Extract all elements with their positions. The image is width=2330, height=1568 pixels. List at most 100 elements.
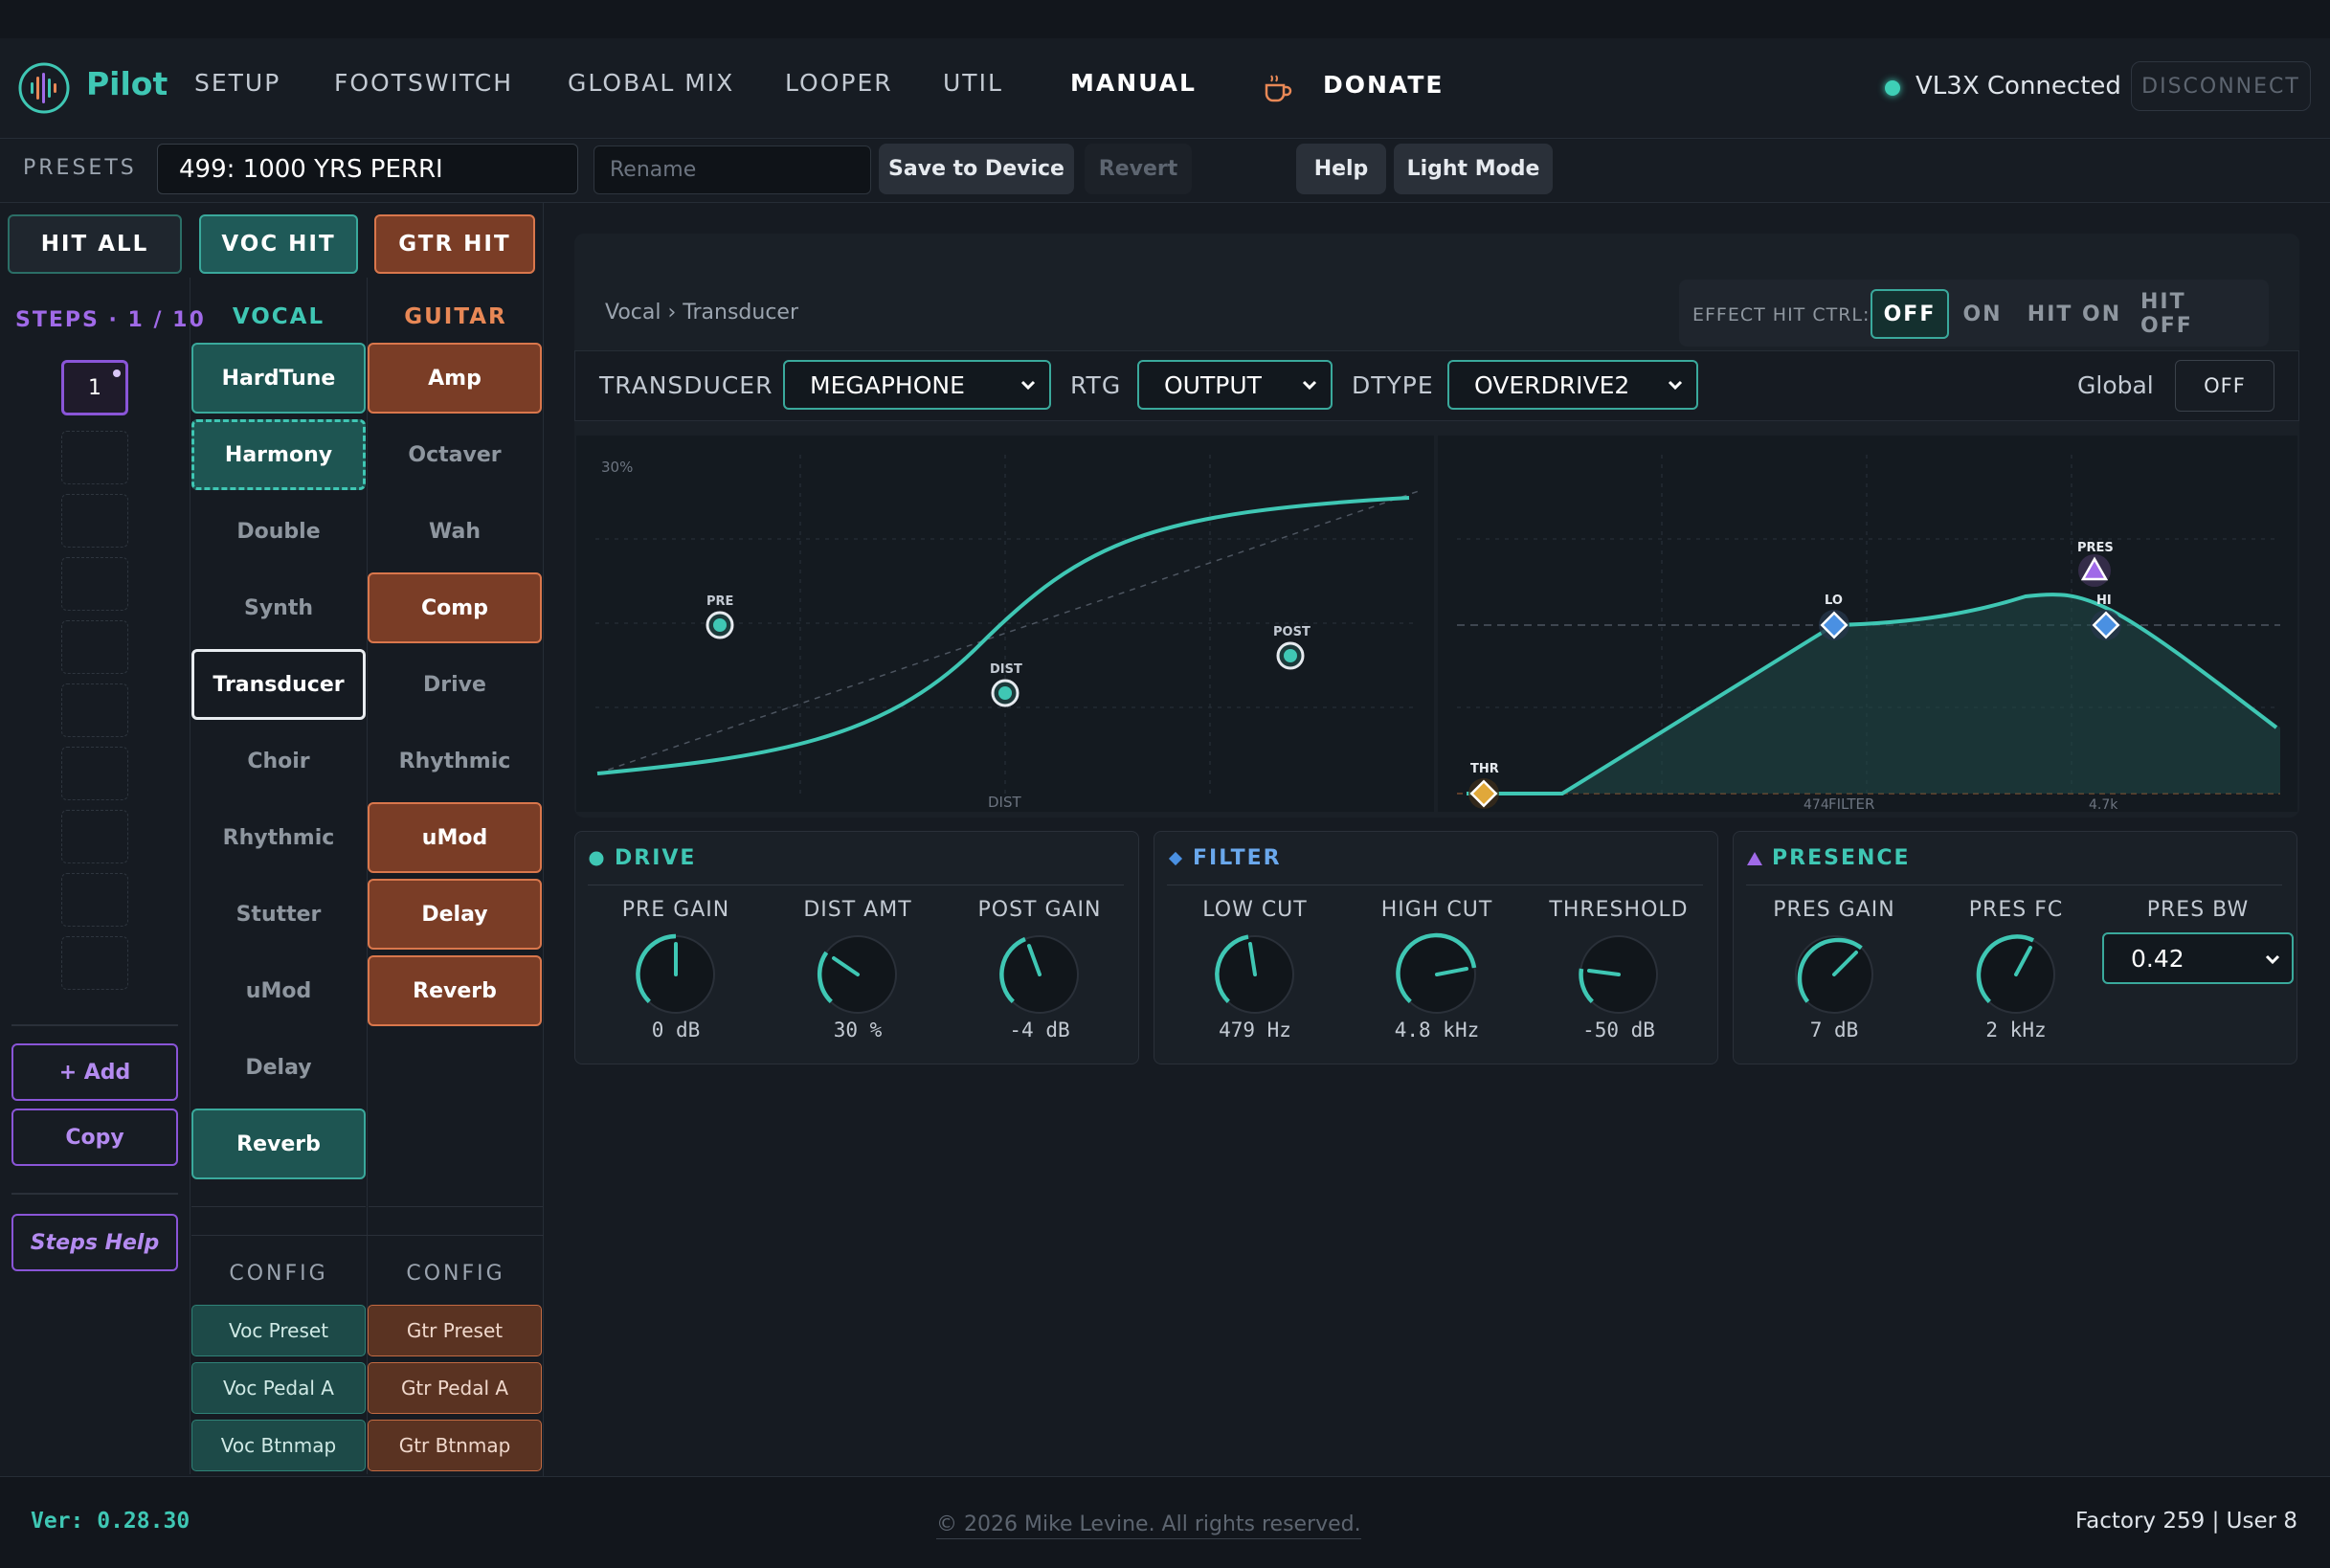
pre-gain-knob[interactable] — [634, 932, 718, 1017]
x-axis-label: FILTER — [1828, 795, 1874, 812]
high-cut-knob[interactable] — [1395, 932, 1479, 1017]
steps-help-button[interactable]: Steps Help — [11, 1214, 178, 1271]
gtr-hit-button[interactable]: GTR HIT — [374, 214, 535, 274]
guitar-fx-reverb[interactable]: Reverb — [368, 955, 542, 1026]
save-to-device-button[interactable]: Save to Device — [879, 144, 1074, 194]
vocal-fx-umod[interactable]: uMod — [245, 978, 312, 1003]
vocal-fx-double[interactable]: Double — [236, 519, 321, 544]
lo-node[interactable]: LO — [1819, 594, 1849, 640]
step-1-slot[interactable]: 1 — [61, 360, 128, 415]
threshold-knob[interactable] — [1577, 932, 1661, 1017]
gtr-btnmap-button[interactable]: Gtr Btnmap — [368, 1420, 542, 1471]
global-toggle[interactable]: OFF — [2175, 360, 2274, 412]
vocal-fx-hardtune[interactable]: HardTune — [191, 343, 366, 414]
hit-ctrl-off-option[interactable]: OFF — [1871, 289, 1949, 339]
pres-node-label: PRES — [2077, 541, 2114, 555]
divider — [191, 1206, 366, 1207]
vocal-fx-delay[interactable]: Delay — [245, 1055, 312, 1080]
vocal-fx-harmony[interactable]: Harmony — [191, 419, 366, 490]
rtg-select[interactable]: OUTPUT — [1137, 360, 1333, 410]
hit-ctrl-on-option[interactable]: ON — [1962, 302, 2003, 326]
nav-setup[interactable]: SETUP — [194, 69, 281, 97]
vocal-fx-stutter[interactable]: Stutter — [235, 902, 322, 927]
preset-selector[interactable]: 499: 1000 YRS PERRI — [157, 144, 578, 194]
step-indicator-dot — [113, 370, 121, 377]
pres-bw-select[interactable]: 0.42 — [2102, 932, 2294, 984]
dist-amt-knob[interactable] — [816, 932, 900, 1017]
guitar-fx-drive[interactable]: Drive — [423, 672, 486, 697]
voc-preset-button[interactable]: Voc Preset — [191, 1305, 366, 1356]
y-axis-label: 30% — [601, 459, 633, 476]
vocal-fx-synth[interactable]: Synth — [243, 595, 314, 620]
low-cut-value: 479 Hz — [1219, 1019, 1291, 1042]
vocal-fx-transducer[interactable]: Transducer — [191, 649, 366, 720]
revert-button[interactable]: Revert — [1085, 144, 1192, 194]
hi-node[interactable]: HI — [2091, 594, 2121, 640]
empty-step-slot[interactable] — [61, 873, 128, 927]
hit-all-button[interactable]: HIT ALL — [8, 214, 182, 274]
disconnect-button[interactable]: DISCONNECT — [2131, 61, 2311, 111]
dist-node[interactable]: DIST — [990, 662, 1022, 707]
distortion-curve-graph[interactable]: 30% DIST PRE DIST POST — [576, 436, 1434, 812]
low-cut-label: LOW CUT — [1202, 898, 1308, 922]
coffee-cup-icon[interactable] — [1262, 72, 1294, 104]
guitar-fx-wah[interactable]: Wah — [429, 519, 481, 544]
hit-ctrl-hit-on-option[interactable]: HIT ON — [2027, 302, 2122, 326]
empty-step-slot[interactable] — [61, 936, 128, 990]
filter-response-graph[interactable]: 474 FILTER 4.7k THR LO HI PRES — [1438, 436, 2297, 812]
guitar-fx-delay[interactable]: Delay — [368, 879, 542, 950]
empty-step-slot[interactable] — [61, 683, 128, 737]
post-node[interactable]: POST — [1273, 625, 1311, 670]
guitar-fx-umod[interactable]: uMod — [368, 802, 542, 873]
vocal-fx-reverb[interactable]: Reverb — [191, 1109, 366, 1179]
transducer-label: TRANSDUCER — [599, 371, 773, 399]
guitar-fx-amp[interactable]: Amp — [368, 343, 542, 414]
transducer-type-select[interactable]: MEGAPHONE — [783, 360, 1051, 410]
post-node-label: POST — [1273, 625, 1311, 639]
vocal-fx-choir[interactable]: Choir — [247, 749, 310, 773]
empty-step-slot[interactable] — [61, 494, 128, 548]
voc-pedal-a-button[interactable]: Voc Pedal A — [191, 1362, 366, 1414]
low-cut-knob[interactable] — [1213, 932, 1297, 1017]
nav-manual[interactable]: MANUAL — [1070, 69, 1197, 97]
gtr-preset-button[interactable]: Gtr Preset — [368, 1305, 542, 1356]
nav-looper[interactable]: LOOPER — [785, 69, 893, 97]
empty-step-slot[interactable] — [61, 431, 128, 484]
global-label: Global — [2077, 371, 2154, 399]
filter-tick-low: 474 — [1804, 797, 1829, 812]
guitar-fx-octaver[interactable]: Octaver — [408, 442, 502, 467]
donate-link[interactable]: DONATE — [1323, 71, 1445, 99]
help-button[interactable]: Help — [1296, 144, 1386, 194]
empty-step-slot[interactable] — [61, 810, 128, 863]
pres-bw-label: PRES BW — [2146, 898, 2250, 922]
light-mode-button[interactable]: Light Mode — [1394, 144, 1553, 194]
guitar-fx-comp[interactable]: Comp — [368, 572, 542, 643]
app-name: Pilot — [86, 65, 168, 102]
copy-step-button[interactable]: Copy — [11, 1109, 178, 1166]
nav-util[interactable]: UTIL — [943, 69, 1003, 97]
empty-step-slot[interactable] — [61, 557, 128, 611]
post-gain-knob[interactable] — [997, 932, 1082, 1017]
dtype-select[interactable]: OVERDRIVE2 — [1447, 360, 1698, 410]
rename-input[interactable] — [594, 146, 871, 194]
pre-node[interactable]: PRE — [706, 594, 734, 639]
nav-footswitch[interactable]: FOOTSWITCH — [334, 69, 514, 97]
pres-fc-knob[interactable] — [1974, 932, 2058, 1017]
empty-step-slot[interactable] — [61, 747, 128, 800]
empty-step-slot[interactable] — [61, 620, 128, 674]
voc-hit-button[interactable]: VOC HIT — [199, 214, 358, 274]
rtg-value: OUTPUT — [1164, 370, 1262, 399]
filter-tick-high: 4.7k — [2089, 797, 2118, 812]
voc-btnmap-button[interactable]: Voc Btnmap — [191, 1420, 366, 1471]
hit-ctrl-hit-off-option[interactable]: HIT OFF — [2140, 290, 2193, 338]
guitar-fx-rhythmic[interactable]: Rhythmic — [398, 749, 511, 773]
thr-node-label: THR — [1470, 762, 1499, 776]
pres-node[interactable]: PRES — [2077, 541, 2114, 587]
breadcrumb: Vocal › Transducer — [605, 301, 798, 325]
thr-node[interactable]: THR — [1468, 762, 1499, 809]
gtr-pedal-a-button[interactable]: Gtr Pedal A — [368, 1362, 542, 1414]
nav-global-mix[interactable]: GLOBAL MIX — [568, 69, 735, 97]
add-step-button[interactable]: + Add — [11, 1043, 178, 1101]
vocal-fx-rhythmic[interactable]: Rhythmic — [222, 825, 335, 850]
pres-gain-knob[interactable] — [1792, 932, 1876, 1017]
